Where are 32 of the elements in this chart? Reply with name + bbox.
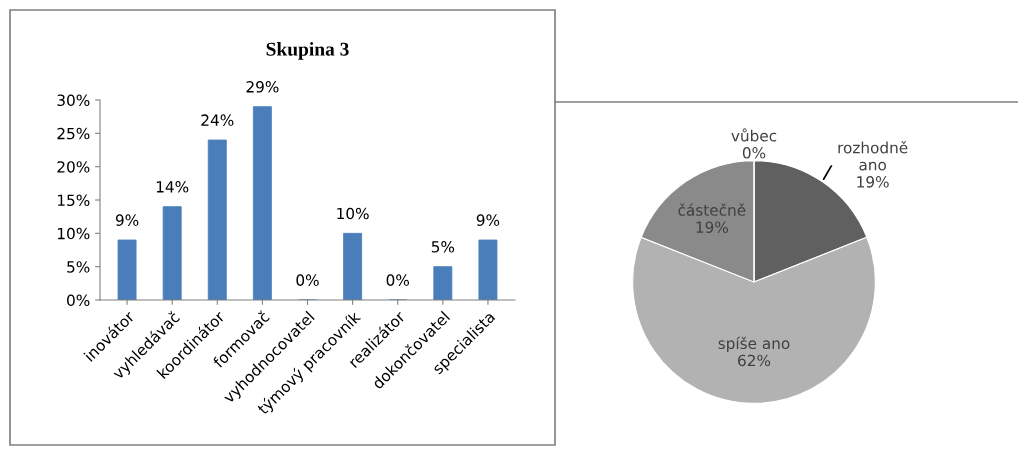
data-label: 5% <box>431 241 455 253</box>
y-tick-label: 15% <box>58 194 90 207</box>
y-tick-label: 10% <box>58 227 90 240</box>
data-label: 0% <box>296 274 319 286</box>
data-label: 9% <box>115 214 139 226</box>
y-tick-label: 5% <box>67 261 90 273</box>
bar <box>252 106 272 300</box>
y-tick-label: 30% <box>57 94 90 107</box>
y-tick-label: 20% <box>57 161 90 173</box>
data-label: 19% <box>857 176 889 188</box>
bar <box>343 232 363 300</box>
data-label: 0% <box>386 274 409 286</box>
slice-label: rozhodně ano <box>838 140 908 171</box>
text: 0% <box>742 147 766 159</box>
data-label: 10% <box>337 207 369 220</box>
y-tick-label: 0% <box>67 294 90 307</box>
slice-label: částečně <box>678 203 746 216</box>
bar <box>207 139 227 300</box>
bar <box>433 266 453 300</box>
bar <box>117 239 137 300</box>
chart-title: Skupina 3 <box>266 42 349 60</box>
data-label: 29% <box>246 81 279 93</box>
bar <box>478 239 498 300</box>
data-label: 19% <box>696 221 728 233</box>
data-label: 24% <box>201 114 234 126</box>
data-label: 9% <box>476 214 500 226</box>
slice-label: spíše ano <box>718 336 790 353</box>
data-label: 14% <box>156 181 189 193</box>
bar <box>162 206 182 300</box>
category-label: vůbec <box>731 128 777 142</box>
y-tick-label: 25% <box>57 127 90 140</box>
data-label: 62% <box>738 354 771 367</box>
